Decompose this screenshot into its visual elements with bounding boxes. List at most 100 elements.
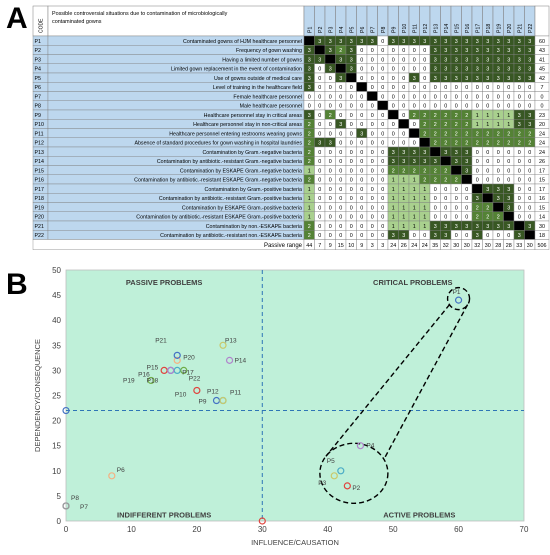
data-point [225,356,234,364]
matrix-cell-value: 0 [444,187,447,193]
matrix-cell-value: 3 [308,85,311,91]
row-label-text: Contamination by Gram.-positive bacteria [205,187,303,193]
column-header-text: P6 [360,27,366,33]
matrix-cell-value: 0 [476,150,479,156]
matrix-cell-value: 0 [360,67,363,73]
matrix-cell-value: 0 [339,104,342,110]
footer-value: 44 [306,243,312,249]
matrix-cell-value: 0 [402,48,405,54]
matrix-cell-value: 0 [318,178,321,184]
row-total-value: 0 [541,94,544,100]
matrix-cell [356,82,368,92]
matrix-cell-value: 3 [350,48,353,54]
matrix-cell-value: 0 [329,150,332,156]
column-header-text: P12 [423,24,429,33]
row-total-value: 26 [539,159,545,165]
matrix-cell-value: 0 [518,205,521,211]
matrix-cell-value: 3 [455,67,458,73]
matrix-cell-value: 0 [381,131,384,137]
matrix-cell-value: 0 [318,131,321,137]
matrix-cell-value: 0 [318,187,321,193]
quadrant-label-indifferent: INDIFFERENT PROBLEMS [117,510,211,519]
matrix-cell-value: 3 [476,39,479,45]
matrix-cell-value: 0 [339,205,342,211]
row-total-value: 17 [539,187,545,193]
matrix-cell [440,156,452,166]
footer-value: 15 [338,243,344,249]
matrix-cell-value: 3 [434,48,437,54]
matrix-cell-value: 0 [444,94,447,100]
row-code-text: P4 [35,67,42,73]
data-point [454,296,463,304]
matrix-cell-value: 2 [476,205,479,211]
matrix-cell-value: 3 [350,67,353,73]
matrix-cell-value: 0 [528,104,531,110]
row-total-value: 23 [539,113,545,119]
matrix-cell-value: 0 [339,141,342,147]
matrix-cell-value: 0 [507,94,510,100]
matrix-cell [513,220,525,231]
matrix-cell-value: 0 [413,85,416,91]
matrix-cell [377,100,389,111]
column-header-text: P19 [496,24,502,33]
matrix-cell-value: 3 [476,67,479,73]
data-point [219,341,227,349]
matrix-cell-value: 3 [308,76,311,82]
column-header-text: P2 [318,27,324,33]
matrix-cell-value: 2 [308,150,311,156]
matrix-cell-value: 0 [381,76,384,82]
matrix-cell-value: 3 [518,48,521,54]
matrix-cell-value: 0 [381,39,384,45]
row-code-text: P13 [35,150,44,156]
row-total-value: 30 [539,224,545,230]
matrix-cell-value: 3 [497,48,500,54]
matrix-cell-value: 0 [308,94,311,100]
x-tick-label: 50 [389,525,398,534]
matrix-cell-value: 3 [518,67,521,73]
matrix-cell-value: 1 [423,224,426,230]
matrix-cell-value: 3 [444,57,447,63]
matrix-cell-value: 0 [434,215,437,221]
matrix-cell-value: 0 [360,168,363,174]
matrix-cell-value: 0 [507,178,510,184]
matrix-cell-value: 3 [434,76,437,82]
row-code-text: P5 [35,76,42,82]
matrix-cell-value: 1 [402,205,405,211]
matrix-cell-value: 2 [518,141,521,147]
quadrant-label-active: ACTIVE PROBLEMS [383,510,455,519]
matrix-cell-value: 0 [381,150,384,156]
matrix-cell-value: 0 [371,76,374,82]
footer-value: 3 [371,243,374,249]
matrix-cell-value: 0 [329,104,332,110]
matrix-cell-value: 3 [455,150,458,156]
matrix-cell [398,119,410,129]
matrix-cell-value: 0 [381,187,384,193]
column-header-text: P13 [433,24,439,33]
matrix-cell-value: 0 [360,94,363,100]
matrix-cell-value: 0 [423,76,426,82]
matrix-cell-value: 0 [371,150,374,156]
matrix-cell-value: 3 [329,48,332,54]
matrix-cell-value: 3 [434,233,437,239]
matrix-cell-value: 0 [350,233,353,239]
header-title-text: Possible controversial situations due to… [52,11,228,25]
matrix-cell-value: 3 [392,150,395,156]
matrix-cell-value: 2 [476,141,479,147]
footer-value: 30 [464,243,470,249]
column-header-text: P4 [339,27,345,33]
matrix-cell-value: 3 [507,187,510,193]
matrix-cell-value: 3 [528,48,531,54]
matrix-cell-value: 2 [476,131,479,137]
matrix-cell-value: 0 [381,122,384,128]
matrix-cell-value: 1 [402,196,405,202]
matrix-cell-value: 0 [381,85,384,91]
row-code-text: P17 [35,187,44,193]
matrix-cell-value: 2 [444,131,447,137]
matrix-cell-value: 0 [476,178,479,184]
matrix-cell-value: 2 [465,122,468,128]
matrix-cell-value: 0 [528,215,531,221]
matrix-cell [450,165,462,175]
row-code-text: P9 [35,113,42,119]
matrix-cell-value: 0 [413,57,416,63]
row-total-value: 17 [539,168,545,174]
